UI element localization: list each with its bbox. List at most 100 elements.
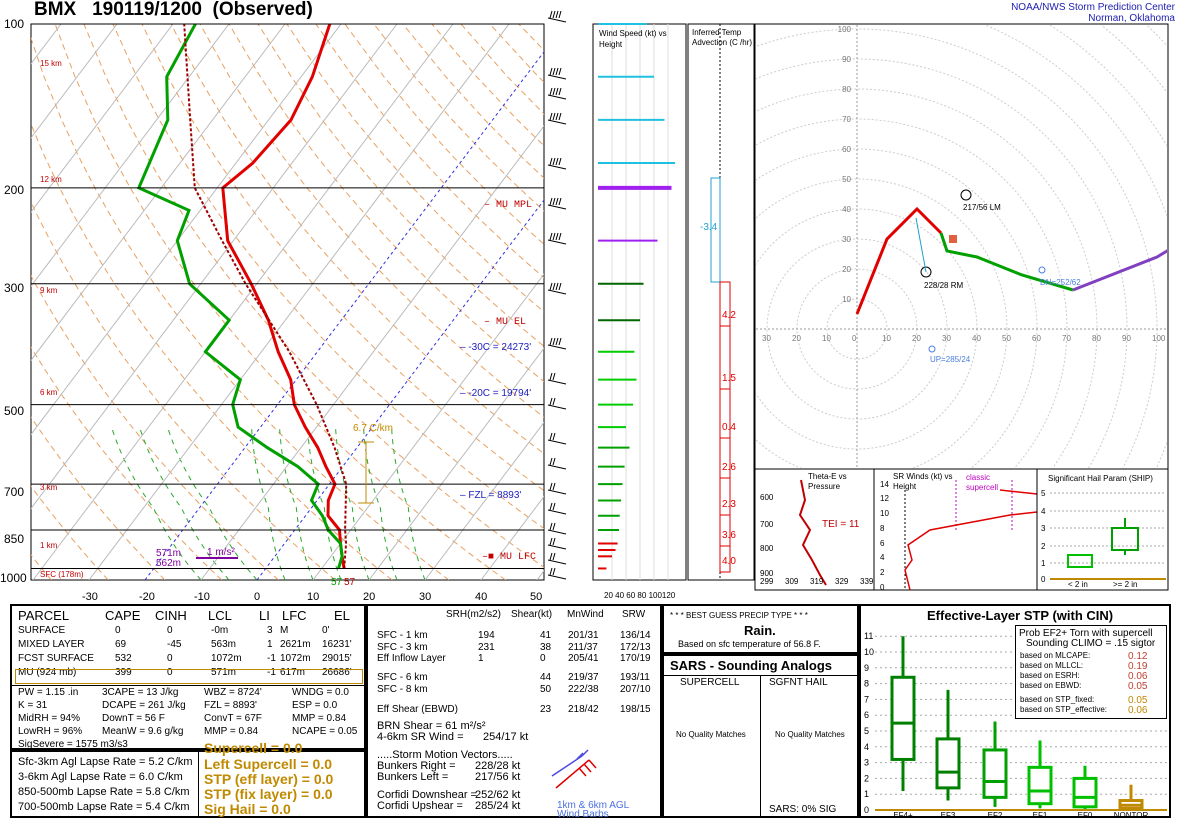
stp-category: EF3: [941, 811, 956, 816]
wind-barb-flag: [555, 157, 559, 166]
wind-speed-panel: [598, 23, 675, 580]
parcel-cell: FCST SURFACE: [18, 653, 94, 664]
wind-barb-flag: [549, 197, 553, 206]
ship-frame: [1036, 468, 1169, 591]
kinematics-cell: 205/41: [568, 653, 599, 664]
p-label-300: 300: [4, 281, 25, 295]
wind-barb-flag: [549, 522, 553, 531]
isotherm: [256, 199, 544, 580]
dry-adiabat: [112, 24, 544, 530]
bunkers-right-val: 228/28 kt: [475, 760, 521, 772]
dry-adiabat: [315, 24, 544, 279]
temp-tick-m20: -20: [139, 591, 155, 603]
org-line2: Norman, Oklahoma: [1088, 13, 1175, 24]
stp-category: EF2: [988, 811, 1003, 816]
wind-barb-flag: [552, 232, 556, 241]
wind-barb-flag: [555, 67, 559, 76]
kinematics-cell: 1: [478, 653, 484, 664]
index-value: ESP = 0.0: [292, 700, 338, 711]
hodo-ring-label: 70: [842, 115, 851, 124]
lapse-3-6: 3-6km Agl Lapse Rate = 6.0 C/km: [18, 771, 183, 783]
height-9km: 9 km: [40, 286, 58, 295]
parcel-cell: 563m: [211, 639, 237, 650]
ws-tick-60: 60: [626, 591, 636, 600]
hodo-ring-label: 40: [842, 205, 851, 214]
ws-tick-80: 80: [637, 591, 647, 600]
dry-adiabat: [54, 24, 506, 580]
stp-box: [935, 737, 961, 790]
kinematics-cell: 50: [540, 684, 552, 695]
kinematics-cell: 41: [540, 630, 552, 641]
parcel-hdr-el: EL: [334, 608, 350, 623]
wind-barb: [547, 344, 567, 350]
stp-category: NONTOR: [1114, 811, 1149, 816]
height-3km: 3 km: [40, 483, 58, 492]
srw-ytick: 6: [880, 539, 885, 548]
srwinds-title: SR Winds (kt) vs Height: [893, 472, 953, 491]
wind-barb-flag: [552, 432, 556, 441]
p-label-100: 100: [4, 17, 25, 31]
wind-barb-flag: [552, 197, 556, 206]
hodo-ring: [1146, 25, 1167, 47]
kinematics-cell: 222/38: [568, 684, 599, 695]
parcel-cell: MU (924 mb): [18, 667, 77, 678]
moist-adiabat: [391, 427, 426, 580]
fzl-label: – FZL = 8893': [460, 490, 522, 501]
wind-barb-flag: [552, 112, 556, 121]
kinematics-cell: SFC - 6 km: [377, 672, 428, 683]
temp-tick-40: 40: [475, 591, 488, 603]
one-mps-label: 1 m/s²: [207, 547, 235, 558]
wind-barb-flag: [549, 67, 553, 76]
adv-cold-box: [710, 177, 721, 283]
hodo-ring-label: 30: [842, 235, 851, 244]
hodo-ring: [983, 25, 1167, 468]
moist-adiabat: [279, 427, 314, 580]
isotherm: [424, 421, 544, 580]
moist-adiabat: [335, 427, 370, 580]
p-label-850: 850: [4, 532, 25, 546]
ship-ytick: 0: [1041, 575, 1046, 584]
ws-tick-40: 40: [615, 591, 625, 600]
ship-box-large: [1111, 527, 1139, 551]
temp-tick-30: 30: [419, 591, 432, 603]
isotherm: [31, 24, 398, 510]
mu-el-text: MU EL: [496, 317, 527, 328]
index-value: 3CAPE = 13 J/kg: [102, 687, 179, 698]
dry-adiabat: [31, 416, 166, 580]
thetae-xtick: 329: [835, 577, 849, 586]
sars-nomatch-1: No Quality Matches: [676, 730, 746, 739]
dry-adiabat: [460, 24, 544, 115]
moist-adiabat: [251, 427, 286, 580]
parcel-cell: -1: [267, 653, 276, 664]
parcel-cell: 399: [115, 667, 132, 678]
wind-barb-flag: [558, 10, 562, 19]
wind-barb: [547, 574, 567, 580]
agl-wind-barbs-icon: [551, 749, 597, 789]
hodo-ring-label: 90: [842, 55, 851, 64]
parcel-cell: 1: [267, 639, 273, 650]
parcel-cell: 617m: [280, 667, 306, 678]
wind-barb: [547, 489, 567, 495]
ship-title: Significant Hail Param (SHIP): [1048, 474, 1153, 483]
stp-ytick: 10: [864, 647, 874, 657]
wind-barb-flag: [552, 10, 556, 19]
wind-barb-flag: [549, 10, 553, 19]
kinematics-cell: 211/37: [568, 642, 598, 653]
ws-tick-20: 20: [604, 591, 613, 600]
wind-barb: [547, 204, 567, 210]
hodo-ring: [1100, 25, 1167, 94]
isotherm: [31, 24, 118, 139]
isotherm: [31, 24, 286, 362]
wind-barb-flag: [558, 112, 562, 121]
hodo-tick: 30: [942, 334, 951, 343]
ws-tick-100: 100120: [648, 591, 676, 600]
hodo-ring: [756, 58, 1128, 468]
left-mover-marker: [960, 189, 972, 201]
h571-label: 571m: [156, 548, 182, 559]
wind-barb-flag: [555, 197, 559, 206]
hodo-clipped: [756, 25, 1167, 468]
parcel-cell: 571m: [211, 667, 237, 678]
thetae-panel: 299 309 319 329 339 600 700 800 900: [760, 479, 874, 586]
dry-adiabat: [228, 24, 544, 383]
temp-tick-50: 50: [530, 591, 543, 603]
